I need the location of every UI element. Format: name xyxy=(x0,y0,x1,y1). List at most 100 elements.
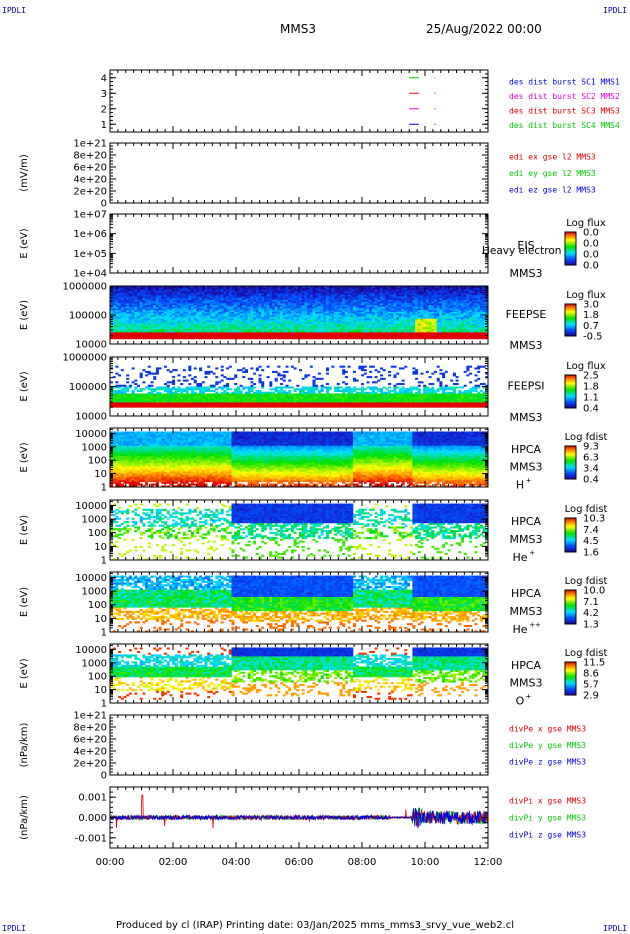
spectrogram-cell xyxy=(269,329,272,331)
spectrogram-cell xyxy=(221,308,224,310)
spectrogram-cell xyxy=(456,312,459,314)
spectrogram-cell xyxy=(434,337,437,339)
spectrogram-cell xyxy=(337,320,340,322)
spectrogram-cell xyxy=(439,303,442,305)
spectrogram-cell xyxy=(207,317,210,319)
spectrogram-cell xyxy=(385,317,388,319)
spectrogram-cell xyxy=(205,320,208,322)
spectrogram-cell xyxy=(380,335,383,337)
spectrogram-cell xyxy=(248,325,251,327)
spectrogram-cell xyxy=(350,329,353,331)
spectrogram-cell xyxy=(340,300,343,302)
spectrogram-cell xyxy=(215,303,218,305)
spectrogram-cell xyxy=(480,325,483,327)
spectrogram-cell xyxy=(429,337,432,339)
spectrogram-cell xyxy=(148,335,151,337)
spectrogram-cell xyxy=(396,332,399,334)
spectrogram-cell xyxy=(153,308,156,310)
spectrogram-cell xyxy=(442,320,445,322)
spectrogram-cell xyxy=(396,325,399,327)
spectrogram-cell xyxy=(475,303,478,305)
spectrogram-cell xyxy=(159,325,162,327)
spectrogram-cell xyxy=(396,306,399,308)
spectrogram-cell xyxy=(445,288,448,290)
spectrogram-cell xyxy=(350,306,353,308)
spectrogram-cell xyxy=(404,315,407,317)
spectrogram-cell xyxy=(286,312,289,314)
spectrogram-cell xyxy=(259,312,262,314)
spectrogram-cell xyxy=(259,303,262,305)
spectrogram-cell xyxy=(466,291,469,293)
y-tick-label: 100000 xyxy=(69,311,107,322)
spectrogram-cell xyxy=(402,332,405,334)
spectrogram-cell xyxy=(388,296,391,298)
spectrogram-cell xyxy=(426,315,429,317)
spectrogram-cell xyxy=(342,296,345,298)
spectrogram-cell xyxy=(215,288,218,290)
spectrogram-cell xyxy=(429,332,432,334)
spectrogram-cell xyxy=(242,317,245,319)
spectrogram-cell xyxy=(121,295,124,297)
spectrogram-cell xyxy=(159,300,162,302)
spectrogram-cell xyxy=(137,296,140,298)
spectrogram-cell xyxy=(113,337,116,339)
spectrogram-cell xyxy=(259,332,262,334)
spectrogram-cell xyxy=(226,291,229,293)
spectrogram-cell xyxy=(113,288,116,290)
spectrogram-cell xyxy=(412,288,415,290)
spectrogram-cell xyxy=(277,325,280,327)
spectrogram-cell xyxy=(221,337,224,339)
spectrogram-cell xyxy=(132,325,135,327)
spectrogram-cell xyxy=(242,306,245,308)
spectrogram-cell xyxy=(421,324,424,326)
spectrogram-cell xyxy=(188,325,191,327)
spectrogram-cell xyxy=(161,337,164,339)
spectrogram-cell xyxy=(367,332,370,334)
spectrogram-cell xyxy=(226,320,229,322)
spectrogram-cell xyxy=(186,312,189,314)
spectrogram-cell xyxy=(453,312,456,314)
spectrogram-cell xyxy=(148,303,151,305)
spectrogram-cell xyxy=(396,337,399,339)
spectrogram-cell xyxy=(326,306,329,308)
spectrogram-cell xyxy=(313,315,316,317)
spectrogram-cell xyxy=(472,295,475,297)
spectrogram-cell xyxy=(475,300,478,302)
spectrogram-cell xyxy=(410,300,413,302)
spectrogram-cell xyxy=(458,335,461,337)
spectrogram-cell xyxy=(286,308,289,310)
spectrogram-cell xyxy=(229,320,232,322)
spectrogram-cell xyxy=(350,308,353,310)
spectrogram-cell xyxy=(145,295,148,297)
spectrogram-cell xyxy=(113,300,116,302)
spectrogram-cell xyxy=(294,335,297,337)
spectrogram-cell xyxy=(148,291,151,293)
spectrogram-cell xyxy=(186,325,189,327)
spectrogram-cell xyxy=(207,288,210,290)
spectrogram-cell xyxy=(396,320,399,322)
spectrogram-cell xyxy=(286,288,289,290)
instrument-name: FEEPSE xyxy=(506,308,547,321)
spectrogram-cell xyxy=(348,303,351,305)
spectrogram-cell xyxy=(431,335,434,337)
y-tick-label: 2e+20 xyxy=(73,187,107,198)
spectrogram-cell xyxy=(264,317,267,319)
spectrogram-cell xyxy=(126,303,129,305)
spectrogram-cell xyxy=(121,337,124,339)
spectrogram-cell xyxy=(410,335,413,337)
spectrogram-cell xyxy=(121,329,124,331)
spectrogram-cell xyxy=(361,320,364,322)
spectrogram-cell xyxy=(167,295,170,297)
spectrogram-cell xyxy=(353,300,356,302)
spectrogram-cell xyxy=(477,335,480,337)
spectrogram-cell xyxy=(288,315,291,317)
spectrogram-cell xyxy=(302,296,305,298)
spectrogram-cell xyxy=(407,306,410,308)
spectrogram-cell xyxy=(337,324,340,326)
spectrogram-cell xyxy=(307,308,310,310)
spectrogram-cell xyxy=(164,324,167,326)
spectrogram-cell xyxy=(188,296,191,298)
spectrogram-cell xyxy=(118,320,121,322)
spectrogram-cell xyxy=(145,320,148,322)
spectrogram-cell xyxy=(445,332,448,334)
